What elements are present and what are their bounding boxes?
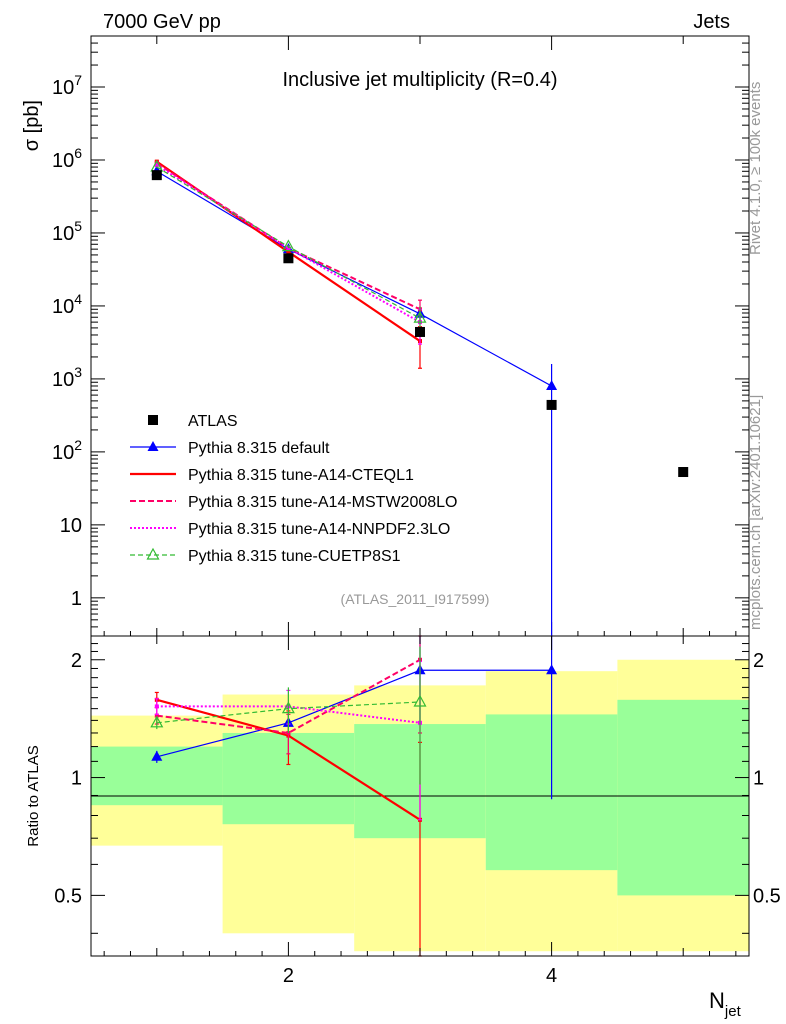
ratio-panel: 2 4 0.5 0.5 1 1 2 2	[54, 635, 781, 987]
xtick-label: 4	[546, 965, 557, 987]
ratio-ylabel: Ratio to ATLAS	[25, 745, 42, 846]
legend-item-cteql1: Pythia 8.315 tune-A14-CTEQL1	[130, 467, 414, 484]
atlas-point	[415, 326, 425, 337]
xlabel-main: N	[709, 988, 725, 1013]
legend-marker-cuetp	[146, 547, 160, 560]
top-ytick-base: 10	[52, 369, 74, 391]
ratio-ytick-label-right: 1	[753, 768, 764, 790]
top-point-cuetp	[281, 239, 295, 252]
ratio-ticks: 2 4 0.5 0.5 1 1 2 2	[54, 635, 781, 987]
ratio-ytick-label-left: 0.5	[54, 885, 82, 907]
top-ytick-base: 10	[52, 442, 74, 464]
ratio-ytick-label-left: 2	[71, 650, 82, 672]
legend-item-default: Pythia 8.315 default	[130, 440, 330, 457]
top-line-nnpdf	[156, 164, 421, 323]
top-line-mstw	[156, 162, 421, 311]
top-series-atlas	[151, 170, 689, 478]
ratio-point-default	[546, 664, 558, 675]
ratio-point-cuetp	[413, 694, 427, 707]
top-ytick-label: 104	[52, 291, 82, 318]
top-ytick-label: 105	[52, 218, 82, 245]
top-ytick-label: 103	[52, 364, 82, 391]
atlas-point	[678, 467, 689, 478]
xlabel: Njet	[709, 988, 742, 1020]
xtick-label: 2	[283, 965, 294, 987]
header-energy: 7000 GeV pp	[103, 11, 221, 33]
atlas-point	[283, 253, 294, 264]
chart-title: Inclusive jet multiplicity (R=0.4)	[282, 69, 557, 91]
top-ytick-base: 10	[52, 150, 74, 172]
top-ytick-exp: 2	[74, 437, 82, 453]
legend-label-cteql1: Pythia 8.315 tune-A14-CTEQL1	[188, 467, 414, 484]
legend-label-default: Pythia 8.315 default	[188, 440, 330, 457]
top-series	[150, 159, 689, 636]
legend-item-nnpdf: Pythia 8.315 tune-A14-NNPDF2.3LO	[130, 521, 450, 538]
ratio-point-cuetp	[150, 715, 164, 728]
top-point-cteql1	[286, 249, 291, 254]
top-series-cteql1	[154, 159, 422, 369]
top-ytick-exp: 6	[74, 145, 82, 161]
legend-marker-atlas	[148, 415, 158, 425]
ratio-ytick-label-left: 1	[71, 768, 82, 790]
top-ytick-label: 106	[52, 145, 82, 172]
legend-label-mstw: Pythia 8.315 tune-A14-MSTW2008LO	[188, 494, 457, 511]
rivet-version: Rivet 4.1.0, ≥ 100k events	[747, 82, 764, 255]
mcplots-ref: mcplots.cern.ch [arXiv:2401.10621]	[747, 395, 764, 630]
legend: ATLAS Pythia 8.315 default Pythia 8.315 tu…	[130, 413, 457, 565]
analysis-id: (ATLAS_2011_I917599)	[341, 591, 490, 607]
ratio-line-nnpdf	[156, 705, 421, 724]
legend-marker-default	[147, 441, 159, 451]
ratio-point-default	[151, 750, 163, 761]
top-line-default	[156, 170, 552, 387]
legend-label-nnpdf: Pythia 8.315 tune-A14-NNPDF2.3LO	[188, 521, 450, 538]
top-point-nnpdf	[154, 163, 159, 168]
ratio-ytick-label-right: 0.5	[753, 885, 781, 907]
ratio-ytick-label-right: 2	[753, 650, 764, 672]
top-ylabel: σ [pb]	[21, 100, 43, 151]
atlas-point	[151, 170, 162, 181]
atlas-point	[546, 399, 557, 410]
band-green	[617, 699, 749, 896]
top-point-default	[546, 379, 558, 390]
ratio-point-cuetp	[281, 701, 295, 714]
ratio-series-cuetp	[150, 646, 427, 785]
legend-label-cuetp: Pythia 8.315 tune-CUETP8S1	[188, 548, 401, 565]
header-process: Jets	[693, 11, 730, 33]
top-ytick-exp: 4	[74, 291, 82, 307]
top-ytick-base: 10	[52, 223, 74, 245]
legend-label-atlas: ATLAS	[188, 413, 238, 430]
top-ytick-exp: 5	[74, 218, 82, 234]
top-point-cuetp	[413, 310, 427, 323]
top-ytick-label: 102	[52, 437, 82, 464]
top-ytick-label: 107	[52, 72, 82, 99]
ratio-series	[150, 635, 558, 957]
legend-item-cuetp: Pythia 8.315 tune-CUETP8S1	[130, 547, 401, 565]
top-ytick-label: 10	[60, 515, 82, 537]
top-ytick-exp: 3	[74, 364, 82, 380]
ratio-point-nnpdf	[154, 704, 159, 709]
legend-item-mstw: Pythia 8.315 tune-A14-MSTW2008LO	[130, 494, 457, 511]
top-ytick-base: 10	[52, 296, 74, 318]
top-ytick-label: 1	[71, 588, 82, 610]
legend-item-atlas: ATLAS	[148, 413, 238, 430]
top-ytick-base: 10	[52, 77, 74, 99]
top-ytick-exp: 7	[74, 72, 82, 88]
xlabel-sub: jet	[724, 1003, 742, 1020]
top-series-default	[151, 165, 558, 636]
